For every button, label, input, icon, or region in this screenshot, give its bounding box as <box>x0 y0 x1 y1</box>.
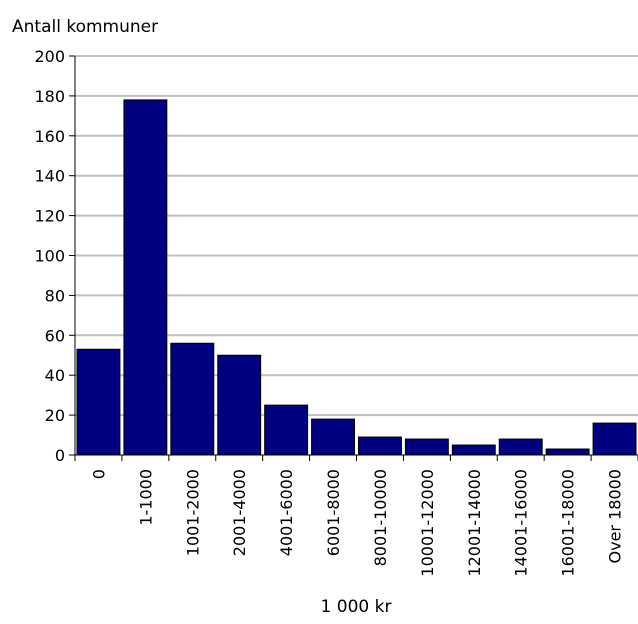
bar <box>217 354 262 456</box>
y-axis-title: Antall kommuner <box>12 17 158 37</box>
y-tick-label: 40 <box>45 366 65 385</box>
x-tick-label: 16001-18000 <box>559 469 578 577</box>
y-tick-label: 120 <box>34 207 65 226</box>
bar <box>264 404 309 456</box>
y-tick-label: 160 <box>34 127 65 146</box>
bar <box>311 418 356 456</box>
y-tick-label: 200 <box>34 47 65 66</box>
y-tick-label: 140 <box>34 167 65 186</box>
bar <box>592 422 637 456</box>
y-axis-ticks: 0 20 40 60 80 100 120 140 160 180 200 <box>34 47 75 465</box>
y-tick-label: 80 <box>45 286 65 305</box>
x-tick-label: 10001-12000 <box>418 469 437 577</box>
bar <box>358 436 402 456</box>
x-axis-title: 1 000 kr <box>321 597 392 617</box>
gridlines <box>75 55 638 417</box>
bar <box>404 438 449 456</box>
x-tick-label: 8001-10000 <box>371 469 390 566</box>
y-tick-label: 180 <box>34 87 65 106</box>
y-tick-label: 20 <box>45 406 65 425</box>
bar <box>498 438 543 456</box>
bar <box>451 444 496 456</box>
y-tick-label: 60 <box>45 326 65 345</box>
y-tick-label: 0 <box>55 446 65 465</box>
x-tick-label: 12001-14000 <box>465 469 484 577</box>
x-axis-ticks: 0 1-1000 1001-2000 2001-4000 4001-6000 6001-8… <box>74 455 638 577</box>
bar <box>123 99 168 456</box>
x-tick-label: 2001-4000 <box>230 469 249 556</box>
x-tick-label: 1001-2000 <box>183 469 202 556</box>
x-tick-label: 4001-6000 <box>277 469 296 556</box>
bar <box>76 348 121 456</box>
x-tick-label: 6001-8000 <box>324 469 343 556</box>
y-tick-label: 100 <box>34 247 65 266</box>
x-tick-label: 14001-16000 <box>512 469 531 577</box>
x-tick-label: 0 <box>89 469 108 479</box>
bars <box>76 99 637 456</box>
x-tick-label: 1-1000 <box>136 469 155 526</box>
x-tick-label: Over 18000 <box>606 469 625 563</box>
bar <box>545 448 590 456</box>
bar <box>170 342 215 456</box>
